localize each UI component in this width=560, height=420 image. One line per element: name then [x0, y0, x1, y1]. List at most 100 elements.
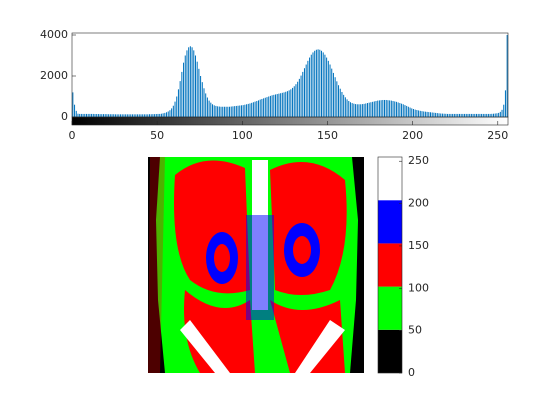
histogram-bar — [418, 110, 420, 117]
histogram-bar — [382, 99, 384, 117]
histogram-bar — [254, 101, 256, 117]
histogram-bar — [257, 100, 260, 117]
histogram-bar — [111, 114, 113, 117]
histogram-bar — [97, 114, 99, 117]
histogram-bar — [353, 103, 355, 117]
histogram-bar — [392, 101, 394, 117]
histogram-bar — [475, 113, 478, 117]
colorbar-tick-label: 100 — [408, 281, 429, 294]
histogram-bar — [193, 50, 195, 117]
histogram-bar — [276, 94, 278, 117]
histogram-bar — [309, 57, 311, 117]
histogram-bar — [159, 113, 161, 117]
histogram-bar — [397, 102, 399, 117]
histogram-bar — [411, 108, 413, 117]
histogram-bar — [271, 95, 273, 117]
histogram-bar — [208, 100, 210, 117]
histogram-bar — [131, 114, 133, 117]
histogram-bar — [263, 98, 265, 117]
histogram-bar — [503, 104, 505, 117]
histogram-bar — [416, 110, 418, 117]
histogram-bar — [211, 104, 214, 117]
histogram-bar — [307, 60, 309, 117]
histogram-bar — [240, 105, 242, 117]
colorbar-segment — [378, 200, 402, 244]
histogram-bar — [336, 81, 338, 117]
colorbar-segment — [378, 157, 402, 201]
histogram-bar — [406, 105, 408, 117]
histogram-bar — [389, 100, 391, 117]
histogram-bar — [92, 113, 94, 117]
histogram-bar — [445, 113, 447, 117]
histogram-bar — [125, 114, 127, 117]
histogram-bar — [326, 57, 328, 117]
histogram-bar — [424, 111, 426, 117]
histogram-bar — [435, 112, 437, 117]
histogram-bar — [283, 92, 285, 117]
histogram-bar — [465, 113, 467, 117]
histogram-bar — [106, 114, 108, 117]
histogram-bar — [482, 113, 484, 117]
histogram-bar — [395, 101, 397, 117]
histogram-bar — [378, 100, 380, 117]
histogram-bar — [355, 104, 357, 117]
histogram-bar — [210, 102, 212, 117]
histogram-bar — [140, 114, 142, 117]
histogram-bar — [361, 104, 363, 117]
histogram-bar — [150, 114, 152, 117]
histogram-bar — [443, 113, 445, 117]
histogram-bar — [349, 102, 351, 117]
histogram-bar — [368, 102, 370, 117]
histogram-bar — [290, 89, 292, 117]
histogram-bar — [217, 106, 219, 117]
histogram-bar — [181, 71, 183, 117]
histogram-bar — [252, 102, 254, 117]
histogram-bar — [329, 64, 331, 117]
histogram-bar — [102, 114, 105, 117]
histogram-bar — [356, 104, 358, 117]
histogram-bar — [249, 103, 251, 117]
histogram-bar — [351, 103, 353, 117]
gray-colorbar — [71, 116, 509, 126]
histogram-bar — [94, 114, 96, 117]
histogram-bar — [247, 103, 249, 117]
histogram-bar — [504, 90, 506, 117]
colorbar-segment — [378, 286, 402, 330]
y-tick-label: 4000 — [40, 28, 68, 41]
histogram-bar — [419, 110, 421, 117]
histogram-bar — [315, 49, 317, 118]
histogram-bar — [479, 113, 481, 117]
histogram-bar — [399, 103, 401, 117]
histogram-bar — [256, 101, 258, 117]
histogram-bar — [363, 103, 365, 117]
axes-box — [71, 32, 509, 118]
histogram-bar — [469, 113, 471, 117]
histogram-bar — [288, 90, 290, 117]
histogram-bar — [229, 106, 231, 117]
histogram-bar — [79, 113, 81, 117]
histogram-bar — [407, 106, 409, 117]
histogram-bar — [152, 114, 154, 117]
histogram-bar — [237, 105, 239, 117]
histogram-bar — [85, 113, 87, 117]
histogram-bar — [167, 111, 169, 117]
histogram-bar — [174, 101, 176, 117]
histogram-bar — [491, 113, 493, 117]
histogram-bar — [222, 106, 224, 117]
histogram-bar — [205, 93, 207, 117]
histogram-bar — [191, 47, 193, 117]
histogram-bar — [172, 105, 174, 117]
histogram-bar — [498, 112, 500, 117]
histogram-bar — [292, 87, 294, 117]
histogram-bar — [339, 88, 341, 117]
histogram-bar — [227, 106, 229, 117]
y-tick-label: 2000 — [40, 69, 68, 82]
histogram-bar — [160, 113, 162, 117]
histogram-bar — [200, 76, 202, 117]
histogram-bar — [242, 105, 244, 117]
histogram-bar — [457, 113, 459, 117]
histogram-bar — [123, 114, 125, 117]
histogram-bar — [126, 114, 128, 117]
histogram-bar — [426, 111, 428, 117]
histogram-bar — [91, 113, 93, 117]
